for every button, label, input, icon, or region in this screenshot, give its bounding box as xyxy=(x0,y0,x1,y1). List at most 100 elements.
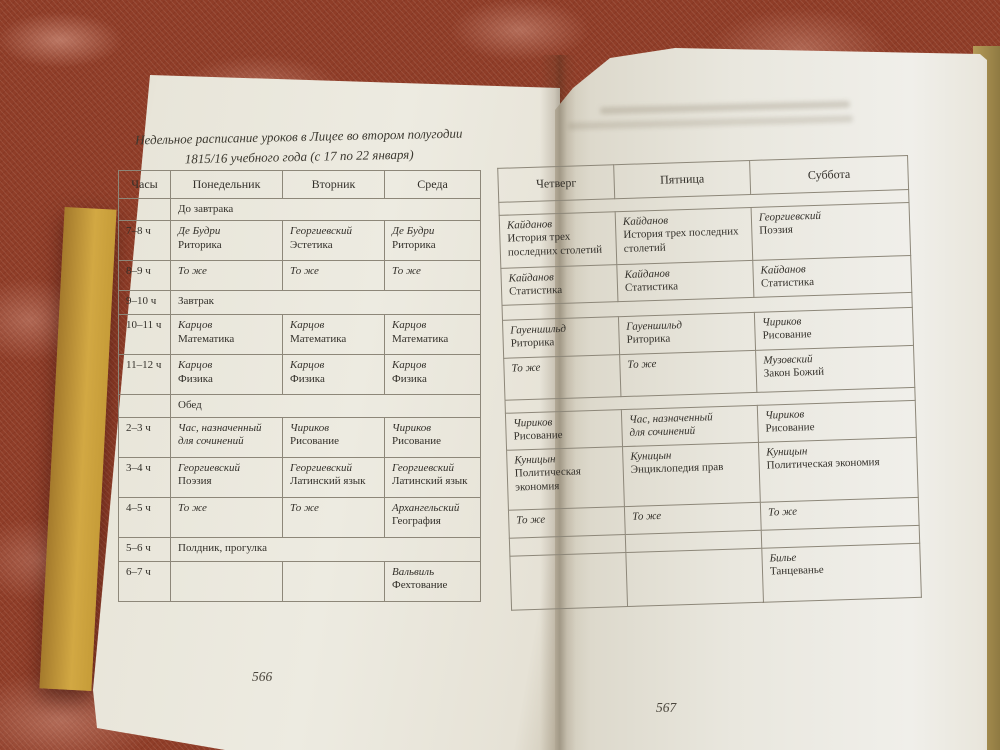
table-row: 8–9 ч То же То же То же xyxy=(118,260,481,292)
table-row: 9–10 ч Завтрак xyxy=(118,290,481,316)
ditto-label: То же xyxy=(290,265,319,278)
page-number-right: 567 xyxy=(656,700,677,715)
subject-name: Риторика xyxy=(626,332,671,347)
lesson-cell: Гауеншильд Риторика xyxy=(618,312,756,355)
subject-name: Политическая экономия xyxy=(514,465,582,494)
teacher-name: Карцов xyxy=(178,359,213,372)
teacher-name: Карцов xyxy=(290,359,325,372)
lesson-cell: Чириков Рисование xyxy=(754,307,914,351)
subject-name: Математика xyxy=(178,332,235,345)
ditto-label: То же xyxy=(290,501,319,514)
table-row: 7–8 ч Де Будри Риторика Георгиевский Эстет… xyxy=(118,220,481,262)
lesson-cell: Карцов Математика xyxy=(282,314,385,356)
column-header-monday: Понедельник xyxy=(170,170,283,199)
empty-cell xyxy=(282,560,385,602)
column-header-saturday: Суббота xyxy=(749,155,909,195)
empty-cell xyxy=(170,560,283,602)
hours-cell xyxy=(118,197,171,222)
hours-cell: 3–4 ч xyxy=(118,456,171,498)
subject-name: Физика xyxy=(392,372,427,385)
subject-name: Физика xyxy=(178,372,213,385)
subject-name: Латинский язык xyxy=(290,475,366,488)
composition-hour-label2: для сочинений xyxy=(629,425,696,440)
lesson-cell: Чириков Рисование xyxy=(757,400,917,443)
lesson-cell: Чириков Рисование xyxy=(505,409,623,451)
book-right-page xyxy=(555,48,987,750)
table-row: 4–5 ч То же То же Архангельский География xyxy=(118,496,481,538)
lesson-cell: Георгиевский Латинский язык xyxy=(282,456,385,498)
lesson-cell: Карцов Математика xyxy=(384,314,481,356)
lesson-cell: Карцов Физика xyxy=(170,354,283,396)
hours-cell: 4–5 ч xyxy=(118,496,171,538)
lesson-cell: Георгиевский Поэзия xyxy=(751,202,911,261)
column-header-hours: Часы xyxy=(118,170,171,199)
teacher-name: Чириков xyxy=(290,421,330,434)
teacher-name: Георгиевский xyxy=(178,461,240,474)
empty-cell xyxy=(509,552,628,611)
lesson-cell: Кайданов Статистика xyxy=(616,260,754,302)
teacher-name: Карцов xyxy=(290,319,325,332)
lesson-cell: Куницын Энциклопедия прав xyxy=(622,442,761,507)
subject-name: Риторика xyxy=(510,336,555,350)
teacher-name: Карцов xyxy=(178,319,213,332)
composition-hour-label2: для сочинений xyxy=(178,435,244,448)
subject-name: Поэзия xyxy=(178,475,212,488)
subject-name: История трех последних столетий xyxy=(623,225,739,255)
lesson-cell: То же xyxy=(503,354,621,401)
ditto-label: То же xyxy=(516,513,546,527)
lesson-cell: Кайданов Статистика xyxy=(752,255,912,298)
meal-row-label: Полдник, прогулка xyxy=(170,536,481,562)
ditto-label: То же xyxy=(392,265,421,278)
lesson-cell: То же xyxy=(170,260,283,292)
column-header-wednesday: Среда xyxy=(384,170,481,199)
lesson-cell: Де Будри Риторика xyxy=(384,220,481,262)
teacher-name: Георгиевский xyxy=(290,225,352,238)
lesson-cell: Вальвиль Фехтование xyxy=(384,560,481,602)
right-schedule-table: Четверг Пятница Суббота Кайданов История … xyxy=(497,155,922,611)
column-header-friday: Пятница xyxy=(613,160,751,199)
lesson-cell: Архангельский География xyxy=(384,496,481,538)
lesson-cell: То же xyxy=(170,496,283,538)
schedule-title: Недельное расписание уроков в Лицее во в… xyxy=(128,123,471,169)
lesson-cell: Билье Танцеванье xyxy=(761,543,922,603)
subject-name: Риторика xyxy=(178,238,222,251)
subject-name: Рисование xyxy=(290,435,339,448)
subject-name: Математика xyxy=(290,332,347,345)
column-header-thursday: Четверг xyxy=(497,164,615,203)
teacher-name: Георгиевский xyxy=(290,461,352,474)
teacher-name: Де Будри xyxy=(178,225,221,238)
hours-cell: 8–9 ч xyxy=(118,260,171,292)
hours-cell xyxy=(118,394,171,418)
teacher-name: Карцов xyxy=(392,319,427,332)
lesson-cell: То же xyxy=(384,260,481,292)
hours-cell: 11–12 ч xyxy=(118,354,171,396)
subject-name: География xyxy=(392,515,441,528)
column-header-tuesday: Вторник xyxy=(282,170,385,199)
lesson-cell: Де Будри Риторика xyxy=(170,220,283,262)
subject-name: Рисование xyxy=(392,435,441,448)
lesson-cell: Куницын Политическая экономия xyxy=(758,437,919,503)
lesson-cell: Гауеншильд Риторика xyxy=(502,316,620,359)
table-row: 6–7 ч Вальвиль Фехтование xyxy=(118,560,481,602)
subject-name: Рисование xyxy=(513,429,563,443)
subject-name: Статистика xyxy=(508,284,563,299)
lesson-cell: Чириков Рисование xyxy=(282,416,385,458)
table-row: 5–6 ч Полдник, прогулка xyxy=(118,536,481,562)
lesson-cell: Карцов Математика xyxy=(170,314,283,356)
subject-name: Латинский язык xyxy=(392,475,468,488)
lesson-cell: То же xyxy=(282,260,385,292)
table-row: 2–3 ч Час, назначенный для сочинений Чири… xyxy=(118,416,481,458)
table-row: 10–11 ч Карцов Математика Карцов Математик… xyxy=(118,314,481,356)
meal-row-label: Завтрак xyxy=(170,290,481,316)
hours-cell: 2–3 ч xyxy=(118,416,171,458)
lesson-cell: То же xyxy=(282,496,385,538)
meal-row-label: Обед xyxy=(170,394,481,418)
ditto-label: То же xyxy=(178,501,207,514)
hours-cell: 7–8 ч xyxy=(118,220,171,262)
hours-cell: 6–7 ч xyxy=(118,560,171,602)
subject-name: Физика xyxy=(290,372,325,385)
page-number-left: 566 xyxy=(252,669,273,684)
lesson-cell: То же xyxy=(624,502,762,535)
lesson-cell: Музовский Закон Божий xyxy=(755,345,915,393)
teacher-name: Чириков xyxy=(392,421,432,434)
